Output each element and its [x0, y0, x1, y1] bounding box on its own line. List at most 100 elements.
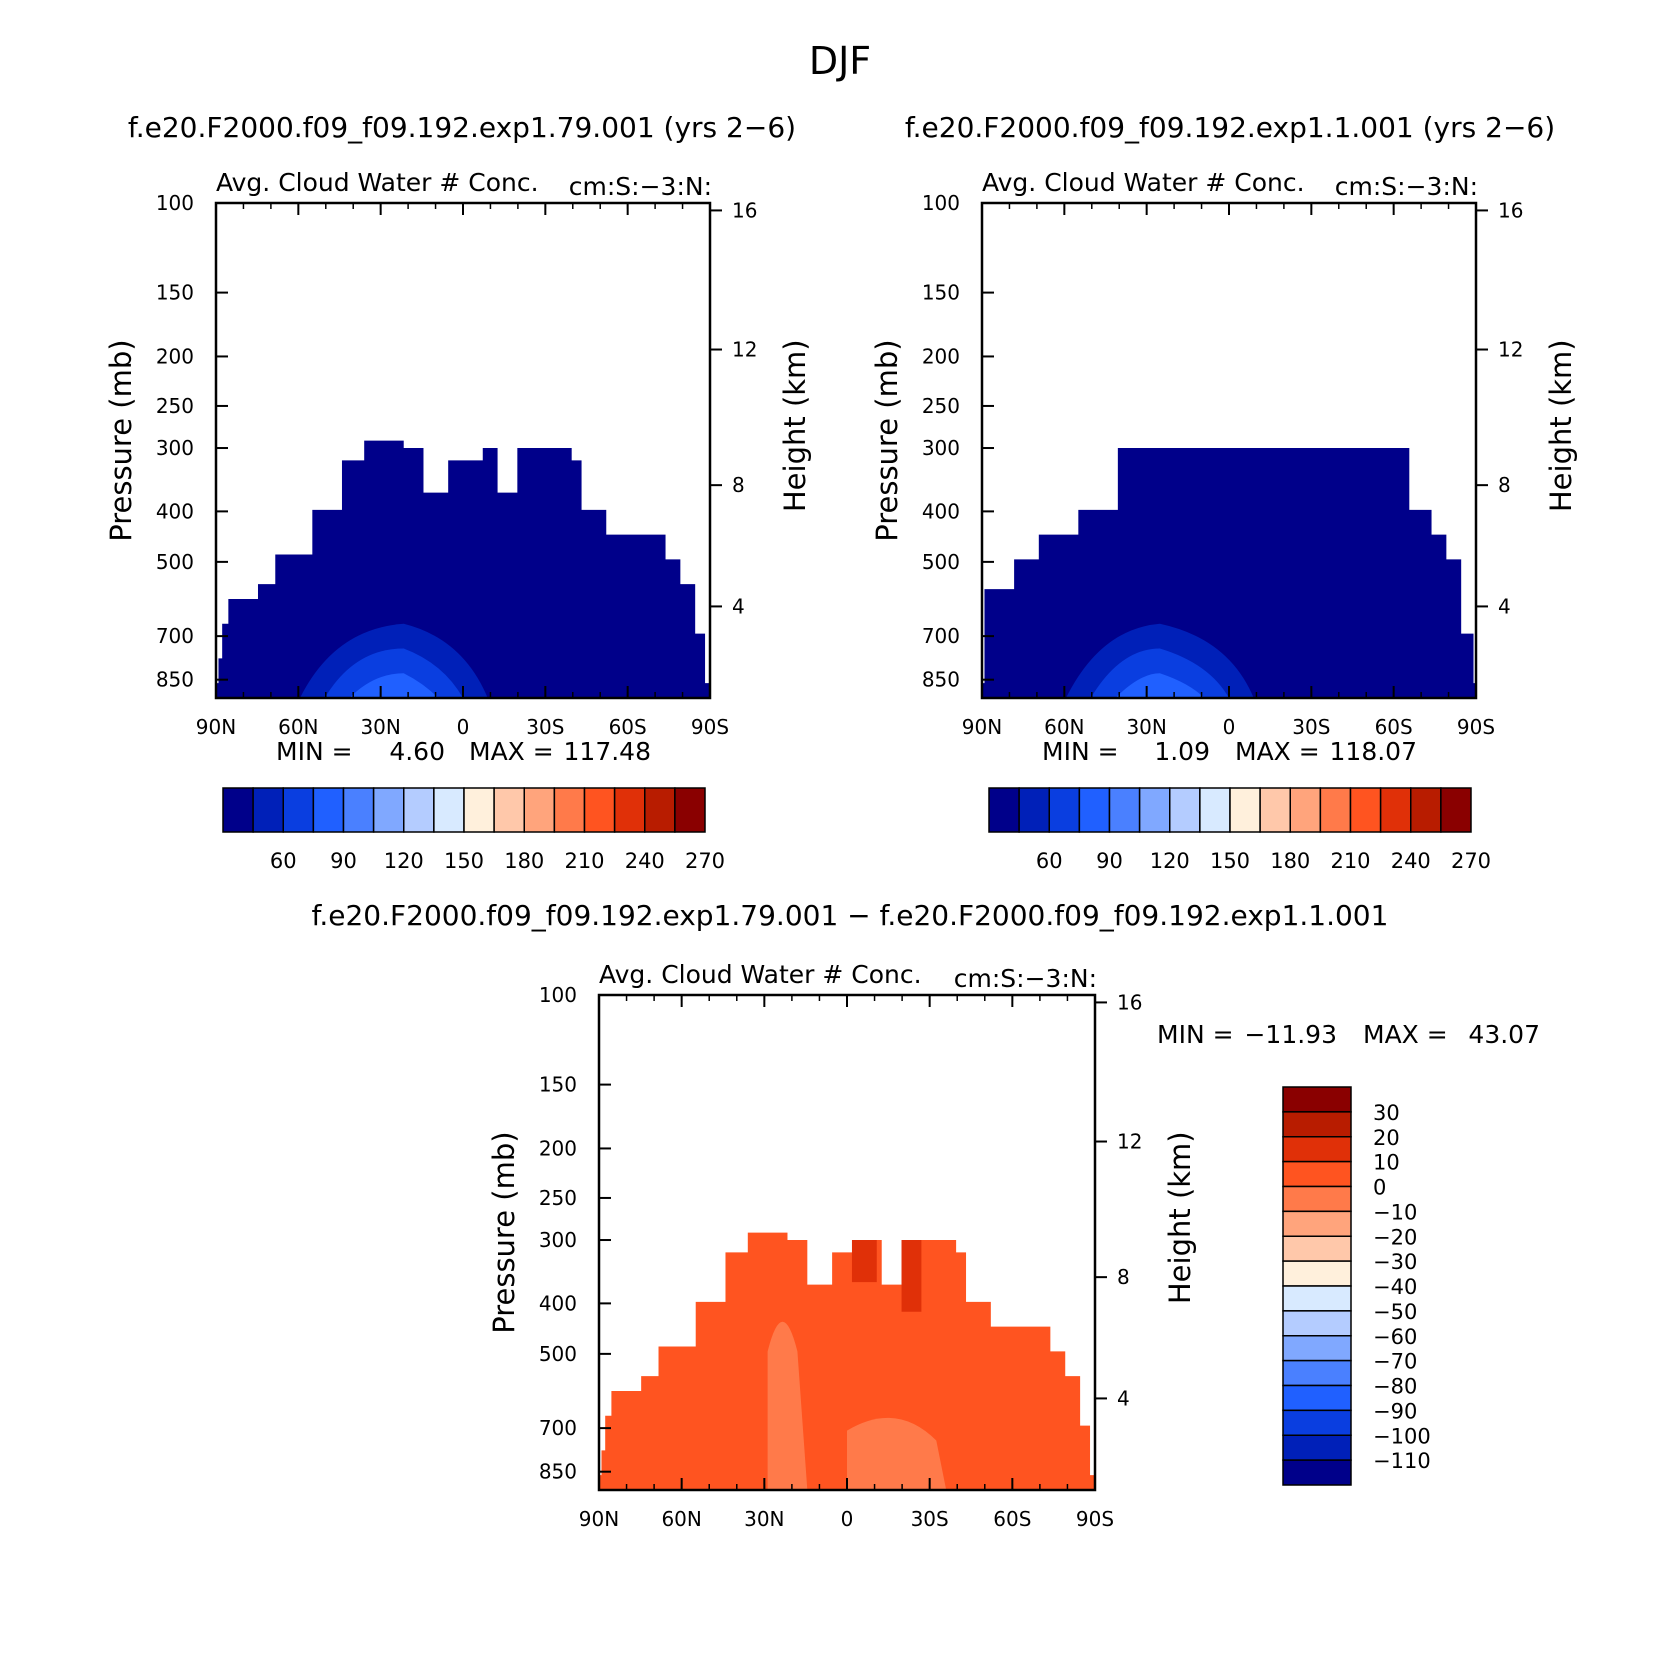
colorbar-swatch — [1282, 1359, 1352, 1387]
y-tick-label: 850 — [922, 668, 960, 692]
x-tick-label: 30S — [911, 1507, 949, 1531]
colorbar-swatch — [553, 787, 586, 833]
colorbar-swatch — [1319, 787, 1352, 833]
colorbar-label: 10 — [1373, 1151, 1400, 1175]
cloud-region-fill — [599, 1232, 1095, 1490]
panels-container: f.e20.F2000.f09_f09.192.exp1.79.001 (yrs… — [104, 111, 1578, 1531]
max-label: MAX = — [1363, 1020, 1448, 1049]
colorbar-label: 210 — [564, 849, 604, 873]
cloud-contour-2 — [324, 648, 463, 698]
colorbar-label: 90 — [330, 849, 357, 873]
colorbar-swatch — [1282, 1459, 1352, 1486]
y-tick-label: 850 — [156, 668, 194, 692]
colorbar-label: 210 — [1330, 849, 1370, 873]
colorbar-label: 240 — [1391, 849, 1431, 873]
y-tick-label: 100 — [156, 191, 194, 215]
colorbar-label: 60 — [270, 849, 297, 873]
colorbar-swatch — [312, 787, 345, 833]
y-right-tick-label: 8 — [1117, 1265, 1130, 1289]
colorbar-label: 150 — [444, 849, 484, 873]
colorbar-swatch — [1282, 1434, 1352, 1461]
panel-subtitle-left: Avg. Cloud Water # Conc. — [216, 168, 539, 197]
colorbar-swatch — [493, 787, 525, 833]
x-tick-label: 90S — [1076, 1507, 1114, 1531]
max-label: MAX = — [1235, 737, 1320, 766]
y-right-tick-label: 12 — [1498, 338, 1523, 362]
chart-panel-2: f.e20.F2000.f09_f09.192.exp1.1.001 (yrs … — [870, 111, 1578, 873]
colorbar-swatch — [1410, 787, 1442, 833]
colorbar-swatch — [1048, 787, 1081, 833]
cloud-region-fill — [982, 448, 1476, 698]
colorbar-label: 0 — [1373, 1176, 1386, 1200]
colorbar-label: −90 — [1373, 1399, 1417, 1423]
x-tick-label: 0 — [1223, 715, 1236, 739]
y-tick-label: 250 — [922, 394, 960, 418]
colorbar-label: −40 — [1373, 1275, 1417, 1299]
colorbar-swatch — [1282, 1409, 1352, 1436]
colorbar-label: 120 — [384, 849, 424, 873]
colorbar-label: 90 — [1096, 849, 1123, 873]
y-tick-label: 500 — [922, 550, 960, 574]
cloud-contour-3 — [1115, 673, 1205, 698]
y-right-tick-label: 4 — [1117, 1386, 1130, 1410]
x-tick-label: 90N — [196, 715, 236, 739]
colorbar-swatch — [463, 787, 495, 833]
y-tick-label: 200 — [156, 344, 194, 368]
colorbar-swatch — [1199, 787, 1231, 833]
colorbar-label: −50 — [1373, 1300, 1417, 1324]
max-value: 43.07 — [1468, 1020, 1540, 1049]
colorbar-swatch — [1282, 1185, 1352, 1213]
panel-subtitle-left: Avg. Cloud Water # Conc. — [599, 960, 922, 989]
y-tick-label: 100 — [539, 983, 577, 1007]
colorbar-label: 180 — [1270, 849, 1310, 873]
colorbar-swatch — [1108, 787, 1141, 833]
colorbar-swatch — [1018, 787, 1050, 833]
colorbar-swatch — [1282, 1285, 1352, 1312]
colorbar-swatch — [674, 787, 706, 833]
min-label: MIN = — [1157, 1020, 1234, 1049]
max-value: 117.48 — [564, 737, 651, 766]
colorbar-label: 60 — [1036, 849, 1063, 873]
colorbar-swatch — [1289, 787, 1322, 833]
y-right-tick-label: 16 — [732, 198, 757, 222]
colorbar-swatch — [282, 787, 315, 833]
diff-contour-light-2 — [847, 1417, 947, 1490]
colorbar-swatch — [1282, 1160, 1352, 1188]
diff-contour-light-1 — [767, 1321, 808, 1490]
y-axis-label: Pressure (mb) — [870, 339, 904, 541]
x-tick-label: 30S — [1292, 715, 1330, 739]
colorbar-swatch — [1259, 787, 1291, 833]
colorbar-swatch — [342, 787, 375, 833]
x-tick-label: 30N — [1126, 715, 1166, 739]
colorbar-swatch — [1282, 1260, 1352, 1287]
y-right-tick-label: 4 — [1498, 594, 1511, 618]
colorbar-swatch — [1229, 787, 1261, 833]
y-tick-label: 400 — [539, 1291, 577, 1315]
colorbar-label: 120 — [1150, 849, 1190, 873]
panel-subtitle-right: cm:S:−3:N: — [569, 172, 712, 201]
figure-title: DJF — [809, 39, 871, 83]
y-tick-label: 700 — [922, 624, 960, 648]
y-tick-label: 200 — [539, 1136, 577, 1160]
colorbar-label: 240 — [625, 849, 665, 873]
y-tick-label: 150 — [922, 281, 960, 305]
min-value: 1.09 — [1154, 737, 1210, 766]
y-tick-label: 150 — [156, 281, 194, 305]
colorbar-label: −100 — [1373, 1424, 1431, 1448]
y-axis-label: Pressure (mb) — [487, 1131, 521, 1333]
y-axis-label: Pressure (mb) — [104, 339, 138, 541]
colorbar-swatch — [613, 787, 646, 833]
colorbar-swatch — [252, 787, 284, 833]
colorbar-label: −60 — [1373, 1325, 1417, 1349]
colorbar-label: 20 — [1373, 1126, 1400, 1150]
x-tick-label: 30N — [744, 1507, 784, 1531]
x-tick-label: 60N — [278, 715, 318, 739]
colorbar-swatch — [644, 787, 676, 833]
y-tick-label: 300 — [922, 436, 960, 460]
colorbar-swatch — [1379, 787, 1412, 833]
colorbar-swatch — [222, 787, 254, 833]
max-label: MAX = — [469, 737, 554, 766]
colorbar-swatch — [1078, 787, 1111, 833]
y-right-tick-label: 12 — [1117, 1130, 1142, 1154]
y-tick-label: 850 — [539, 1460, 577, 1484]
